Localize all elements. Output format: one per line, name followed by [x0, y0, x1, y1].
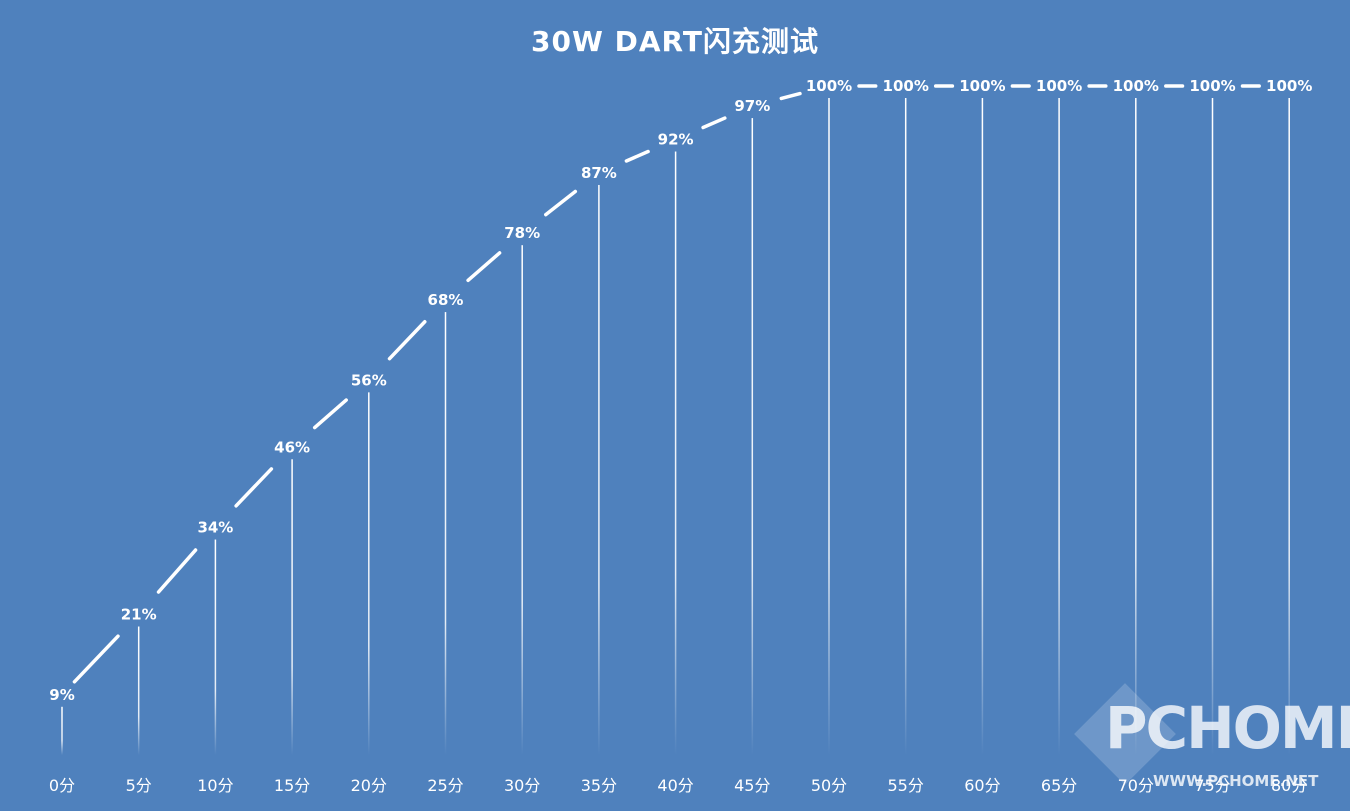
drop-line [1288, 98, 1290, 755]
data-label: 9% [49, 686, 74, 704]
data-label: 100% [1189, 77, 1235, 95]
data-label: 100% [883, 77, 929, 95]
data-label: 92% [658, 131, 694, 149]
x-tick-label: 70分 [1118, 776, 1154, 795]
drop-line [904, 98, 907, 755]
x-tick-label: 35分 [581, 776, 617, 795]
series-line-segment [544, 189, 578, 217]
watermark-url: WWW.PCHOME.NET [1153, 772, 1319, 790]
drop-line [137, 626, 140, 755]
x-tick-label: 65分 [1041, 776, 1077, 795]
data-label: 100% [1266, 77, 1312, 95]
x-tick-label: 45分 [734, 776, 770, 795]
drop-line [981, 98, 984, 755]
x-tick-label: 75分 [1194, 776, 1230, 795]
x-tick-label: 30分 [504, 776, 540, 795]
drop-line [598, 184, 600, 756]
data-label: 56% [351, 371, 387, 389]
drop-line [1058, 98, 1060, 755]
drop-line [61, 706, 63, 755]
data-label: 87% [581, 164, 617, 182]
x-tick-label: 50分 [811, 776, 847, 795]
series-line-segment [624, 149, 650, 163]
data-label: 78% [504, 224, 540, 242]
data-label: 68% [428, 291, 464, 309]
data-label: 97% [734, 97, 770, 115]
x-tick-label: 15分 [274, 776, 310, 795]
chart-title: 30W DART闪充测试 [531, 25, 819, 58]
drop-line [521, 245, 523, 755]
x-tick-label: 80分 [1271, 776, 1307, 795]
x-tick-label: 40分 [657, 776, 693, 795]
series-line-segment [156, 548, 198, 594]
x-tick-label: 25分 [427, 776, 463, 795]
series-line-segment [387, 320, 427, 361]
drop-line [751, 118, 754, 755]
series-line-segment [312, 398, 348, 430]
x-tick-label: 0分 [49, 776, 75, 795]
x-tick-label: 20分 [351, 776, 387, 795]
data-label: 100% [1036, 77, 1082, 95]
data-label: 21% [121, 606, 157, 624]
drop-line [828, 98, 830, 755]
drop-line [368, 392, 370, 755]
data-label: 100% [806, 77, 852, 95]
series-line-segment [779, 91, 802, 101]
series-line-segment [701, 116, 727, 130]
series-line-segment [234, 467, 274, 508]
watermark-logo: PCHOME [1105, 694, 1350, 762]
drop-line [444, 312, 447, 755]
data-label: 46% [274, 438, 310, 456]
drop-line [291, 459, 293, 755]
x-tick-label: 55分 [888, 776, 924, 795]
x-tick-label: 60分 [964, 776, 1000, 795]
series-line-segment [72, 634, 120, 684]
drop-line [1211, 98, 1214, 755]
series-line-segment [466, 251, 502, 283]
drop-line [214, 539, 217, 755]
data-label: 100% [1113, 77, 1159, 95]
x-tick-label: 10分 [197, 776, 233, 795]
drop-line [674, 151, 677, 755]
pchome-watermark: PCHOME WWW.PCHOME.NET [1074, 680, 1350, 795]
data-label: 100% [959, 77, 1005, 95]
drop-line [1135, 98, 1137, 755]
data-label: 34% [197, 519, 233, 537]
x-tick-label: 5分 [126, 776, 152, 795]
